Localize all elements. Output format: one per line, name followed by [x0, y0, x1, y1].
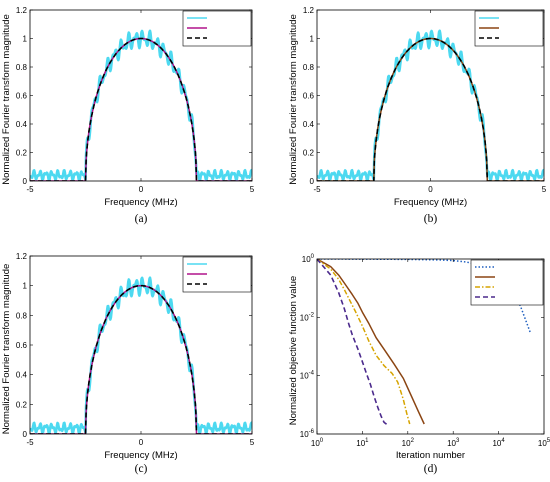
y-tick-exp: 0 [311, 254, 315, 260]
y-tick-label: 1.2 [16, 6, 28, 15]
series-line-desired [317, 37, 544, 181]
y-tick-label: 0.2 [16, 149, 28, 158]
x-tick-label: 5 [250, 438, 255, 447]
series-layer [30, 29, 252, 181]
x-tick-label: 104 [492, 438, 505, 448]
x-tick-base: 10 [447, 439, 456, 448]
x-tick-exp: 5 [547, 438, 550, 444]
x-tick-base: 10 [311, 439, 320, 448]
series-line-mma [30, 29, 252, 181]
series-line-a-amma-s [317, 259, 411, 425]
y-tick-base: 10 [300, 372, 309, 381]
y-tick-label: 100 [302, 254, 315, 264]
y-tick-label: 0.2 [16, 400, 28, 409]
y-tick-label: 0.4 [16, 371, 28, 380]
legend [182, 256, 252, 293]
x-tick-label: -5 [26, 185, 34, 194]
x-tick-label: 0 [428, 185, 433, 194]
y-tick-label: 0.4 [16, 120, 28, 129]
x-tick-label: 0 [139, 185, 144, 194]
legend [182, 10, 252, 47]
legend-box [474, 10, 544, 47]
x-tick-label: -5 [313, 185, 321, 194]
y-tick-label: 0.2 [303, 149, 315, 158]
y-tick-label: 1 [23, 35, 28, 44]
legend [470, 259, 544, 306]
y-tick-label: 10-2 [300, 312, 315, 322]
x-tick-exp: 3 [456, 438, 460, 444]
x-axis-label: Iteration number [396, 450, 465, 461]
y-tick-label: 0.6 [16, 341, 28, 350]
series-line-desired [30, 284, 252, 434]
axes-box [316, 258, 545, 435]
x-tick-base: 10 [538, 439, 547, 448]
y-tick-base: 10 [302, 255, 311, 264]
y-tick-exp: -6 [309, 429, 315, 435]
legend-box [470, 259, 544, 306]
panel-caption: (b) [424, 213, 438, 225]
series-line-amma [317, 259, 425, 425]
x-tick-label: 5 [542, 185, 547, 194]
y-tick-label: 0.4 [303, 120, 315, 129]
x-tick-exp: 2 [411, 438, 415, 444]
y-tick-label: 0 [23, 177, 28, 186]
y-tick-label: 1.2 [16, 252, 28, 261]
series-line-desired [30, 37, 252, 181]
x-tick-label: 100 [311, 438, 324, 448]
x-tick-exp: 4 [501, 438, 505, 444]
y-axis-label: Normalized objective function value [288, 276, 299, 425]
y-tick-label: 1 [23, 282, 28, 291]
series-layer [30, 276, 252, 434]
y-tick-label: 0.6 [303, 92, 315, 101]
x-tick-label: 103 [447, 438, 460, 448]
y-tick-label: 0.8 [16, 311, 28, 320]
panel-caption: (c) [135, 463, 148, 475]
x-tick-exp: 1 [365, 438, 369, 444]
y-axis-label: Normalized Fourier transform magnitude [1, 264, 12, 435]
y-tick-exp: -4 [309, 371, 315, 377]
y-axis-label: Normalized Fourier transform magnitude [288, 14, 299, 185]
panel-caption: (a) [135, 213, 148, 225]
y-tick-label: 1.2 [303, 6, 315, 15]
y-tick-label: 10-6 [300, 429, 315, 439]
legend [474, 10, 544, 47]
y-tick-label: 0.8 [303, 63, 315, 72]
y-tick-label: 10-4 [300, 371, 315, 381]
y-tick-label: 0 [310, 177, 315, 186]
x-tick-label: 0 [139, 438, 144, 447]
y-tick-label: 0.6 [16, 92, 28, 101]
x-tick-base: 10 [356, 439, 365, 448]
x-axis-label: Frequency (MHz) [394, 197, 467, 208]
x-tick-label: 5 [250, 185, 255, 194]
y-tick-label: 1 [310, 35, 315, 44]
y-tick-exp: -2 [309, 312, 315, 318]
y-tick-label: 0 [23, 430, 28, 439]
series-line-mma [30, 276, 252, 434]
x-tick-label: -5 [26, 438, 34, 447]
x-tick-base: 10 [492, 439, 501, 448]
x-axis-label: Frequency (MHz) [104, 197, 177, 208]
x-tick-exp: 0 [320, 438, 324, 444]
x-tick-label: 101 [356, 438, 369, 448]
chart-d: 100 101 102 103 104 10510-610-410-2100Iterati… [288, 254, 550, 475]
x-axis-label: Frequency (MHz) [104, 450, 177, 461]
y-tick-label: 0.8 [16, 63, 28, 72]
series-line-a-mma-s [317, 259, 388, 426]
x-tick-base: 10 [402, 439, 411, 448]
y-tick-base: 10 [300, 313, 309, 322]
y-axis-label: Normalized Fourier transform magnitude [1, 14, 12, 185]
x-tick-label: 102 [402, 438, 415, 448]
legend-box [182, 10, 252, 47]
y-tick-base: 10 [300, 430, 309, 439]
series-line-mma [317, 29, 544, 181]
series-layer [317, 29, 544, 181]
x-tick-label: 105 [538, 438, 550, 448]
panel-caption: (d) [424, 463, 438, 475]
